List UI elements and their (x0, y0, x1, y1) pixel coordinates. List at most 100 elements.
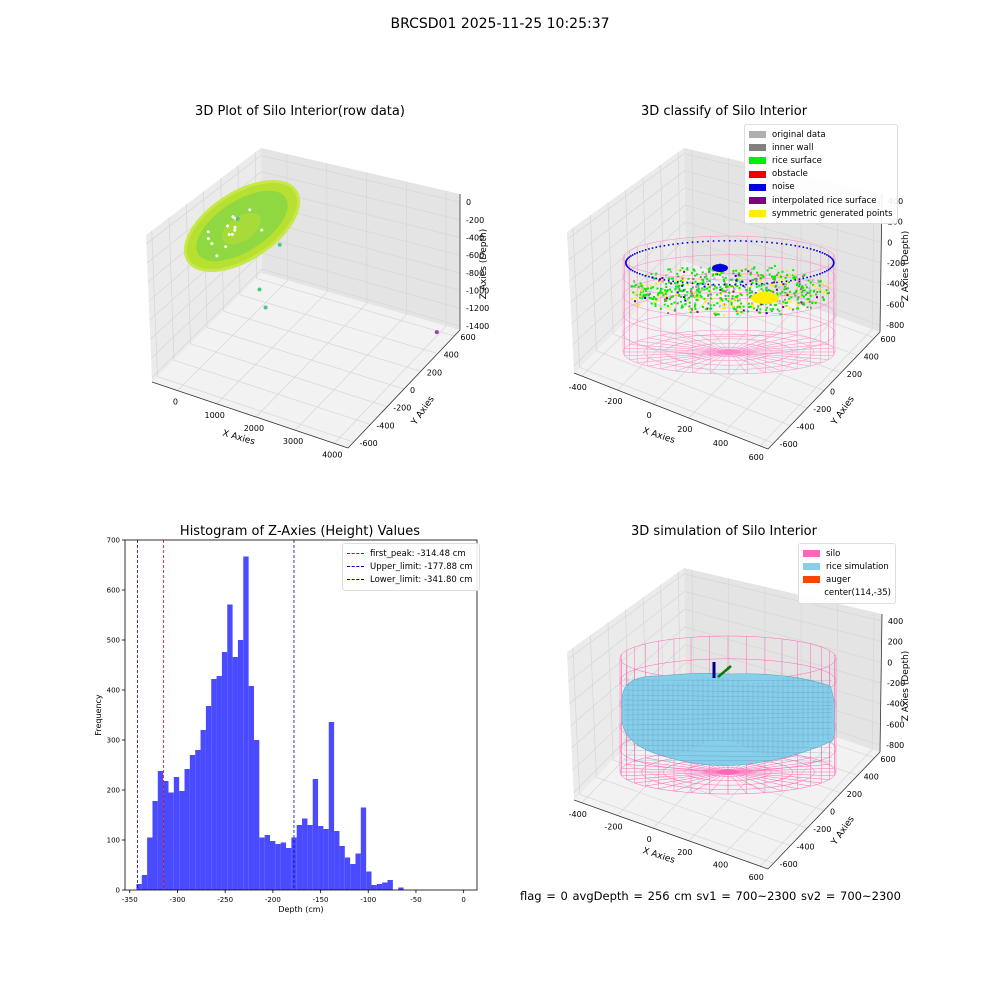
panel2-noise-point (723, 240, 726, 242)
panel2-noise-point (829, 267, 832, 270)
panel2-point (740, 273, 743, 276)
panel1-y-tick-label: 600 (460, 333, 475, 342)
panel3-hist-bar (168, 792, 174, 890)
panel2-point (796, 282, 799, 285)
panel4-x-axis-line (573, 799, 769, 870)
panel2-point (686, 291, 689, 294)
panel2-point (637, 285, 640, 288)
panel2-point (777, 274, 780, 277)
panel2-point (761, 303, 764, 306)
panel2-point (732, 272, 735, 275)
panel2-noise-point (691, 282, 694, 285)
panel2-point (746, 301, 749, 304)
panel2-noise-point (734, 283, 737, 286)
panel2-point (633, 285, 636, 288)
panel1-grid-y (206, 327, 405, 390)
panel1-rice-surface-disc (183, 179, 301, 273)
panel1-z-tick-label: -400 (466, 234, 484, 243)
panel2-grid-y (680, 267, 875, 339)
panel2-noise-point (712, 283, 715, 286)
panel2-point (689, 290, 692, 293)
panel2-noise-point (648, 248, 650, 250)
panel2-point (719, 300, 722, 303)
panel2-point (760, 274, 763, 277)
panel4-auger-arrowhead (727, 666, 731, 670)
panel2-point (691, 308, 694, 311)
panel2-point (732, 290, 735, 293)
panel2-point (729, 300, 732, 303)
panel2-point (773, 281, 776, 284)
panel2-point (670, 282, 673, 285)
panel4-grid-z (570, 626, 686, 727)
panel1-grid-z (150, 252, 263, 359)
panel4-x-tick-label: -400 (569, 810, 587, 819)
panel2-point (639, 285, 642, 288)
panel2-noise-point (781, 281, 783, 283)
panel2-noise-point (718, 240, 720, 242)
panel1-outlier-point (235, 216, 240, 221)
panel2-point (684, 303, 687, 306)
panel2-point (774, 285, 777, 288)
panel2-point (683, 294, 686, 297)
panel3-hist-bar (334, 831, 340, 890)
panel2-point (756, 306, 759, 309)
panel2-point (736, 284, 739, 287)
panel2-point (781, 270, 784, 273)
panel2-noise-point (802, 246, 805, 249)
panel2-grid-z (572, 238, 686, 346)
panel1-grid-y (173, 359, 371, 425)
panel4-z-tick-label: -800 (886, 741, 904, 750)
panel2-point (713, 277, 716, 280)
panel2-point (693, 291, 696, 294)
panel2-point (636, 294, 639, 297)
panel2-point (711, 298, 714, 301)
panel2-point (632, 291, 635, 294)
panel2-point (667, 312, 670, 315)
panel2-point (652, 298, 655, 301)
panel2-point (769, 303, 772, 306)
panel2-point (681, 284, 684, 287)
panel2-point (665, 295, 668, 298)
panel2-point (759, 279, 762, 282)
panel4-legend-item: auger (803, 573, 891, 586)
panel3-y-tick-label: 0 (116, 887, 120, 895)
panel2-point (804, 283, 807, 286)
panel2-point (793, 292, 796, 295)
panel2-point (695, 273, 698, 276)
panel2-noise-point (821, 252, 824, 254)
panel2-noise-point (824, 270, 826, 273)
panel3-hist-bar (189, 755, 196, 890)
panel2-point (790, 296, 793, 299)
panel2-noise-point (824, 253, 826, 255)
panel2-noise-point (723, 283, 726, 286)
panel2-point (694, 274, 697, 277)
panel2-point (634, 293, 637, 296)
panel2-point (786, 293, 789, 296)
panel2-grid-y (613, 333, 808, 409)
panel2-point (815, 293, 818, 296)
panel2-point (679, 300, 682, 303)
panel2-point (676, 272, 679, 275)
panel2-point (801, 294, 804, 297)
panel4-legend-item: rice simulation (803, 560, 891, 573)
panel1-z-tick-label: -800 (466, 269, 484, 278)
panel2-point (772, 291, 775, 294)
legend-swatch (749, 144, 766, 152)
panel2-point (654, 305, 657, 308)
panel3-hist-bar (141, 875, 148, 890)
panel1-y-tick-label: 200 (427, 368, 442, 377)
panel2-legend: original data inner wall rice surface obsta… (744, 124, 898, 225)
panel2-noise-point (627, 266, 629, 269)
panel1-x-tick-label: 2000 (244, 424, 264, 433)
panel2-grid-z (567, 153, 685, 240)
panel2-point (752, 267, 755, 270)
panel2-point (782, 302, 785, 305)
panel2-noise-point (739, 283, 742, 286)
panel2-point (738, 286, 741, 289)
panel2-point (816, 296, 819, 299)
panel2-point (733, 299, 736, 302)
panel2-point (740, 269, 743, 272)
panel1-x-tick-label: 3000 (283, 437, 303, 446)
panel2-point (795, 289, 798, 292)
panel2-noise-point (638, 251, 641, 253)
